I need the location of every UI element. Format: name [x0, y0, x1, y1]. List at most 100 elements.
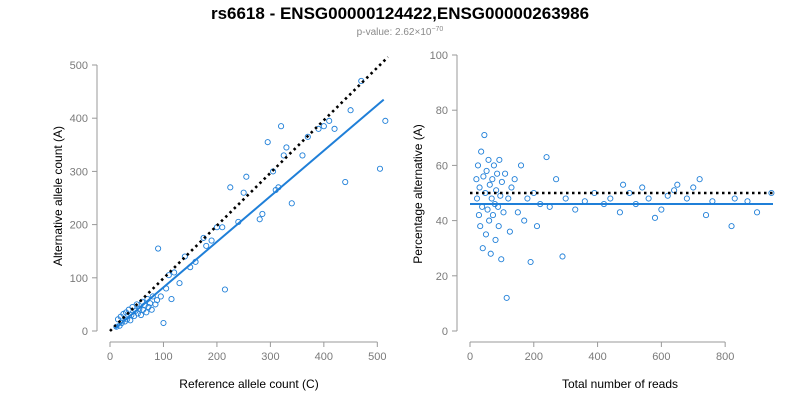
left-reference-line: [109, 56, 389, 332]
right-data-point: [473, 176, 480, 183]
left-data-point: [155, 245, 162, 252]
left-data-point: [149, 293, 156, 300]
left-data-point: [168, 296, 175, 303]
right-data-point: [486, 217, 493, 224]
right-y-tick-label: 0: [442, 326, 448, 338]
left-y-tick-label: 200: [70, 220, 88, 232]
left-data-point: [227, 184, 234, 191]
right-data-point: [500, 209, 507, 216]
right-data-point: [480, 173, 487, 180]
right-data-point: [489, 212, 497, 219]
right-data-point: [664, 192, 671, 199]
left-data-point: [280, 152, 287, 159]
left-data-point: [320, 123, 327, 130]
right-data-point: [559, 253, 566, 260]
left-x-tick-label: 200: [208, 351, 226, 363]
right-data-point: [674, 181, 681, 188]
left-data-point: [221, 286, 228, 293]
left-data-point: [288, 200, 295, 207]
figure-title: rs6618 - ENSG00000124422,ENSG00000263986: [211, 4, 589, 23]
right-data-point: [511, 176, 518, 183]
right-data-point: [476, 184, 483, 191]
left-data-point: [113, 323, 120, 330]
right-data-point: [690, 184, 697, 191]
left-data-point: [326, 117, 333, 124]
right-data-point: [495, 223, 502, 230]
right-data-point: [477, 223, 484, 230]
left-data-point: [256, 216, 263, 223]
left-x-tick-label: 100: [154, 351, 172, 363]
left-data-point: [278, 123, 285, 130]
right-data-point: [484, 206, 491, 213]
right-data-point: [494, 170, 501, 177]
right-data-point: [543, 154, 550, 161]
right-data-point: [479, 245, 486, 252]
right-data-point: [702, 212, 710, 219]
right-x-tick-label: 0: [467, 351, 473, 363]
pvalue-exponent: −70: [431, 26, 443, 33]
right-data-point: [639, 184, 646, 191]
pvalue-prefix: p-value: 2.62×10: [357, 27, 432, 38]
allele-count-scatter: Reference allele count (C) Alternative a…: [51, 56, 389, 391]
left-x-tick-label: 0: [107, 351, 113, 363]
right-data-point: [492, 236, 499, 243]
right-data-point: [503, 294, 510, 301]
left-data-point: [243, 173, 250, 180]
right-x-tick-label: 800: [716, 351, 734, 363]
left-data-point: [157, 293, 164, 300]
right-data-point: [521, 217, 528, 224]
right-data-point: [498, 256, 505, 263]
left-data-point: [219, 224, 226, 231]
left-data-point: [299, 152, 306, 159]
right-data-point: [754, 209, 761, 216]
right-data-point: [485, 156, 492, 163]
left-data-point: [176, 280, 183, 287]
left-y-tick-label: 100: [70, 273, 88, 285]
right-data-point: [486, 181, 493, 188]
right-data-point: [489, 176, 496, 183]
right-data-point: [502, 170, 509, 177]
left-data-point: [259, 210, 266, 218]
left-data-point: [376, 165, 384, 172]
right-data-point: [490, 162, 497, 169]
right-data-point: [728, 223, 735, 230]
right-data-point: [496, 156, 503, 163]
right-data-point: [572, 206, 579, 213]
right-y-tick-label: 40: [436, 216, 448, 228]
right-data-point: [488, 195, 495, 202]
left-y-tick-label: 400: [70, 113, 88, 125]
left-data-point: [160, 319, 167, 327]
right-x-tick-label: 600: [652, 351, 670, 363]
left-data-point: [203, 242, 210, 249]
left-data-point: [382, 117, 389, 124]
right-x-tick-label: 200: [525, 351, 543, 363]
right-data-point: [768, 189, 775, 197]
right-data-point: [533, 223, 541, 230]
left-x-axis-label: Reference allele count (C): [179, 377, 318, 391]
right-data-point: [506, 228, 513, 235]
left-data-point: [137, 311, 145, 319]
right-y-tick-label: 100: [430, 50, 448, 62]
right-data-point: [683, 195, 690, 202]
left-data-point: [208, 237, 215, 244]
left-data-point: [331, 125, 338, 132]
left-x-tick-label: 400: [315, 351, 333, 363]
pvalue-label: p-value: 2.62×10−70: [357, 26, 444, 38]
right-data-point: [498, 178, 505, 186]
right-data-point: [478, 148, 485, 155]
right-data-point: [473, 195, 481, 202]
right-data-point: [731, 195, 738, 202]
right-data-point: [474, 162, 482, 169]
left-data-point: [153, 297, 161, 304]
right-y-tick-label: 20: [436, 271, 448, 283]
right-data-point: [553, 176, 560, 183]
right-data-point: [524, 195, 531, 202]
right-data-point: [514, 209, 521, 216]
left-data-point: [283, 144, 290, 151]
right-data-point: [616, 209, 623, 216]
left-y-tick-label: 500: [70, 60, 88, 72]
left-data-point: [171, 269, 178, 276]
right-data-point: [527, 258, 534, 266]
right-x-tick-label: 400: [588, 351, 606, 363]
